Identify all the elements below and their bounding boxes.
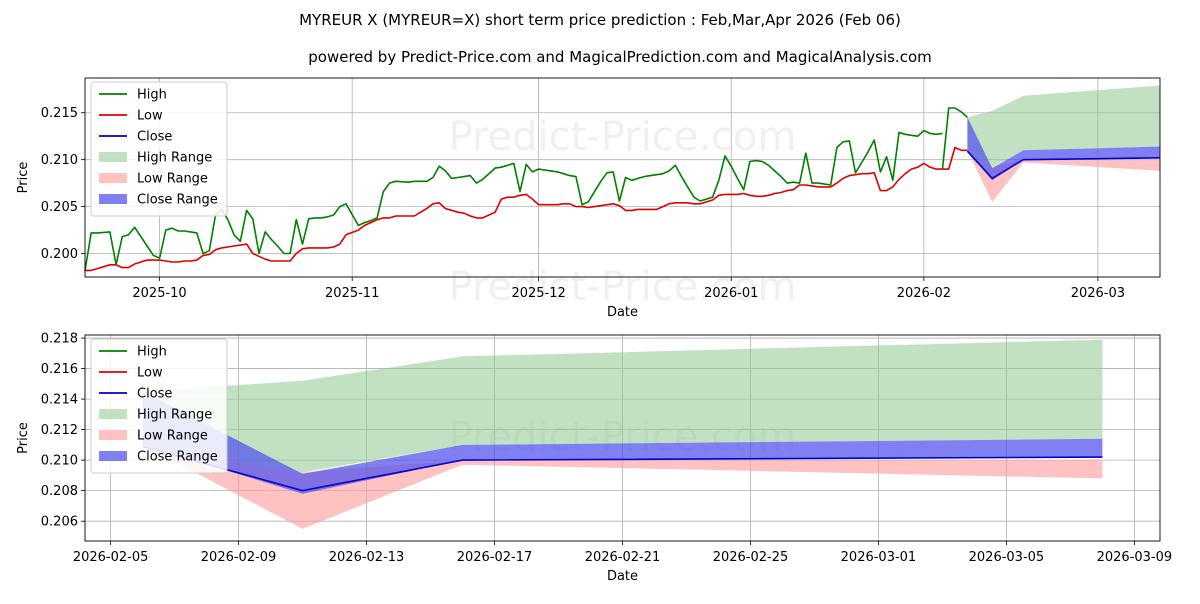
y-tick-label: 0.210: [41, 153, 78, 168]
y-tick-label: 0.200: [41, 247, 78, 262]
y-tick-label: 0.216: [41, 362, 78, 377]
close-line: [966, 150, 1161, 180]
x-tick-label: 2026-02-25: [713, 550, 789, 565]
legend-label: High Range: [137, 408, 212, 423]
x-tick-label: 2026-02-05: [73, 550, 149, 565]
x-tick-label: 2026-02-09: [201, 550, 277, 565]
legend-swatch: [99, 152, 127, 162]
watermark-text: Predict-Price.com: [449, 114, 797, 160]
legend-label: High: [137, 345, 167, 360]
legend-label: High: [137, 88, 167, 103]
x-tick-label: 2026-02-21: [585, 550, 661, 565]
legend-label: Close: [137, 130, 172, 145]
watermark-text: Predict-Price.com: [449, 264, 797, 310]
high-forecast-line: [941, 107, 968, 170]
high-range-band: [142, 339, 1103, 473]
x-axis-title: Date: [607, 569, 638, 584]
legend-label: High Range: [137, 151, 212, 166]
legend-swatch: [99, 409, 127, 419]
plot-frame: [84, 77, 1161, 278]
plot-frame: [84, 334, 1161, 542]
high-line: [84, 129, 943, 271]
x-tick-label: 2026-03: [1071, 286, 1125, 301]
high-range-band: [967, 85, 1160, 168]
legend-label: Low Range: [137, 429, 208, 444]
x-tick-label: 2026-03-05: [969, 550, 1045, 565]
y-tick-label: 0.215: [41, 106, 78, 121]
y-tick-label: 0.212: [41, 423, 78, 438]
y-axis-title: Price: [16, 422, 31, 454]
y-tick-label: 0.218: [41, 332, 78, 347]
legend-swatch: [99, 451, 127, 461]
legend-swatch: [99, 194, 127, 204]
x-axis-title: Date: [607, 305, 638, 320]
chart-subtitle: powered by Predict-Price.com and Magical…: [308, 48, 932, 66]
low-forecast-line: [942, 146, 968, 170]
legend-label: Close Range: [137, 450, 218, 465]
x-tick-label: 2025-11: [325, 286, 379, 301]
y-tick-label: 0.214: [41, 393, 78, 408]
forecast-panel: Predict-Price.com2026-02-052026-02-09202…: [16, 332, 1172, 584]
y-tick-label: 0.208: [41, 484, 78, 499]
y-axis-title: Price: [16, 162, 31, 194]
low-line: [85, 162, 943, 272]
chart-title: MYREUR X (MYREUR=X) short term price pre…: [299, 11, 901, 29]
x-tick-label: 2026-03-01: [841, 550, 917, 565]
x-tick-label: 2026-01: [704, 286, 758, 301]
low-range-band: [142, 444, 1103, 529]
legend-label: Close: [137, 387, 172, 402]
y-tick-label: 0.206: [41, 515, 78, 530]
x-tick-label: 2025-10: [132, 286, 186, 301]
close-range-band: [142, 391, 1103, 494]
x-tick-label: 2026-02: [897, 286, 951, 301]
legend-swatch: [99, 430, 127, 440]
legend-label: Low: [137, 109, 163, 124]
history-panel: Predict-Price.comPredict-Price.com2025-1…: [16, 77, 1161, 320]
y-tick-label: 0.205: [41, 200, 78, 215]
legend-label: Close Range: [137, 193, 218, 208]
legend-label: Low Range: [137, 172, 208, 187]
x-tick-label: 2025-12: [511, 286, 565, 301]
x-tick-label: 2026-02-17: [457, 550, 533, 565]
x-tick-label: 2026-03-09: [1097, 550, 1173, 565]
x-tick-label: 2026-02-13: [329, 550, 405, 565]
legend-label: Low: [137, 366, 163, 381]
y-tick-label: 0.210: [41, 454, 78, 469]
legend-swatch: [99, 173, 127, 183]
